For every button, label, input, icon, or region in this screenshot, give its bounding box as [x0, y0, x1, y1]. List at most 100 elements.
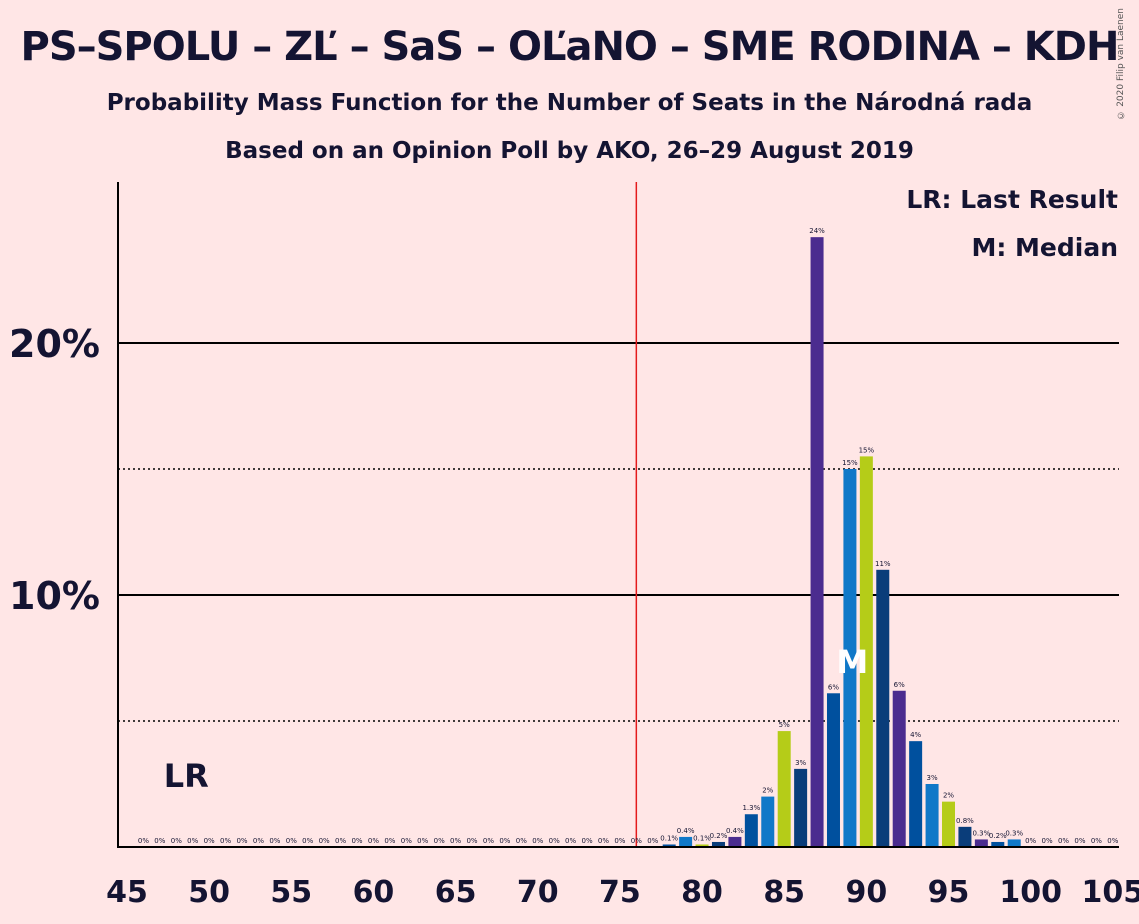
bar-value-label: 15%	[842, 459, 858, 467]
bar-seat-93	[909, 741, 923, 847]
bar-value-label: 0%	[351, 837, 362, 845]
bar-seat-98	[991, 841, 1005, 847]
bar-value-label: 0%	[1091, 837, 1102, 845]
chart-title: PS–SPOLU – ZĽ – SaS – OĽaNO – SME RODINA…	[20, 24, 1120, 70]
bar-value-label: 0.2%	[710, 832, 728, 840]
bar-value-label: 15%	[859, 446, 875, 454]
bar-value-label: 0.8%	[956, 817, 974, 825]
bar-value-label: 0%	[1058, 837, 1069, 845]
bar-value-label: 3%	[927, 774, 938, 782]
x-tick-label: 60	[353, 875, 395, 910]
y-tick-label: 20%	[9, 322, 100, 366]
bar-value-label: 0%	[253, 837, 264, 845]
bar-value-label: 0%	[154, 837, 165, 845]
bar-seat-88	[826, 693, 840, 847]
bar-seat-85	[777, 731, 791, 847]
bar-value-label: 0.1%	[660, 834, 678, 842]
x-tick-label: 65	[435, 875, 477, 910]
bar-value-label: 0%	[1042, 837, 1053, 845]
bar-value-label: 24%	[809, 227, 825, 235]
x-tick-label: 90	[845, 875, 887, 910]
bar-seat-83	[744, 814, 758, 847]
chart-subtitle: Probability Mass Function for the Number…	[106, 90, 1033, 116]
x-tick-label: 70	[517, 875, 559, 910]
bar-seat-79	[679, 836, 693, 847]
bar-value-label: 0%	[565, 837, 576, 845]
bar-value-label: 0%	[335, 837, 346, 845]
bar-value-label: 0%	[171, 837, 182, 845]
bar-seat-89	[843, 469, 857, 847]
bar-value-label: 0%	[286, 837, 297, 845]
bar-value-label: 0.3%	[1005, 829, 1023, 837]
x-tick-label: 50	[188, 875, 230, 910]
bar-value-label: 0.4%	[726, 827, 744, 835]
bar-seat-95	[942, 801, 955, 847]
bar-seat-91	[876, 569, 890, 847]
x-tick-label: 75	[599, 875, 641, 910]
bar-value-label: 1.3%	[742, 804, 760, 812]
x-tick-label: 85	[763, 875, 805, 910]
bar-value-label: 0%	[319, 837, 330, 845]
bar-value-label: 5%	[779, 721, 790, 729]
bar-seat-99	[1007, 839, 1021, 847]
bar-value-label: 0%	[302, 837, 313, 845]
bar-value-label: 6%	[828, 683, 839, 691]
bar-value-label: 0%	[581, 837, 592, 845]
bar-value-label: 0%	[434, 837, 445, 845]
bar-value-label: 0.4%	[677, 827, 695, 835]
x-tick-label: 95	[928, 875, 970, 910]
bar-value-label: 2%	[943, 792, 954, 800]
bar-seat-84	[761, 796, 775, 847]
bar-value-label: 4%	[910, 731, 921, 739]
bar-value-label: 0%	[204, 837, 215, 845]
bar-value-label: 0%	[220, 837, 231, 845]
bar-seat-80	[695, 844, 709, 847]
bar-value-label: 11%	[875, 560, 891, 568]
bar-value-label: 0%	[1107, 837, 1118, 845]
bar-seat-78	[662, 844, 676, 847]
legend-last-result: LR: Last Result	[906, 185, 1118, 214]
bar-value-label: 0%	[1025, 837, 1036, 845]
bar-value-label: 0%	[401, 837, 412, 845]
bar-seat-92	[892, 690, 906, 847]
bar-value-label: 0%	[269, 837, 280, 845]
bar-value-label: 0%	[483, 837, 494, 845]
bar-value-label: 0%	[138, 837, 149, 845]
chart-source: Based on an Opinion Poll by AKO, 26–29 A…	[225, 138, 914, 164]
median-marker: M	[836, 643, 868, 681]
bar-seat-86	[794, 768, 808, 847]
x-tick-label: 105	[1081, 875, 1139, 910]
bar-value-label: 0%	[499, 837, 510, 845]
x-tick-label: 45	[106, 875, 148, 910]
x-tick-label: 55	[270, 875, 312, 910]
bar-value-label: 0.2%	[989, 832, 1007, 840]
bar-value-label: 0%	[450, 837, 461, 845]
y-tick-label: 10%	[9, 574, 100, 618]
bar-value-label: 0%	[384, 837, 395, 845]
x-tick-label: 100	[999, 875, 1062, 910]
bar-seat-87	[810, 237, 824, 847]
bar-value-label: 0%	[368, 837, 379, 845]
bar-value-label: 2%	[762, 787, 773, 795]
bar-value-label: 3%	[795, 759, 806, 767]
bar-seat-90	[859, 456, 873, 847]
bar-seat-96	[958, 826, 972, 847]
bar-seat-81	[711, 841, 725, 847]
bar-value-label: 0%	[466, 837, 477, 845]
bar-value-label: 0%	[614, 837, 625, 845]
bar-value-label: 0%	[598, 837, 609, 845]
bar-value-label: 0%	[631, 837, 642, 845]
bar-value-label: 0.3%	[972, 829, 990, 837]
bar-value-label: 0%	[236, 837, 247, 845]
legend-median: M: Median	[971, 233, 1118, 262]
bar-seat-94	[925, 784, 939, 847]
x-tick-label: 80	[681, 875, 723, 910]
bar-seat-82	[728, 836, 742, 847]
bar-value-label: 0%	[516, 837, 527, 845]
last-result-marker: LR	[164, 757, 209, 795]
bar-value-label: 0%	[187, 837, 198, 845]
bar-value-label: 0%	[532, 837, 543, 845]
bar-value-label: 0%	[549, 837, 560, 845]
bar-value-label: 0%	[417, 837, 428, 845]
